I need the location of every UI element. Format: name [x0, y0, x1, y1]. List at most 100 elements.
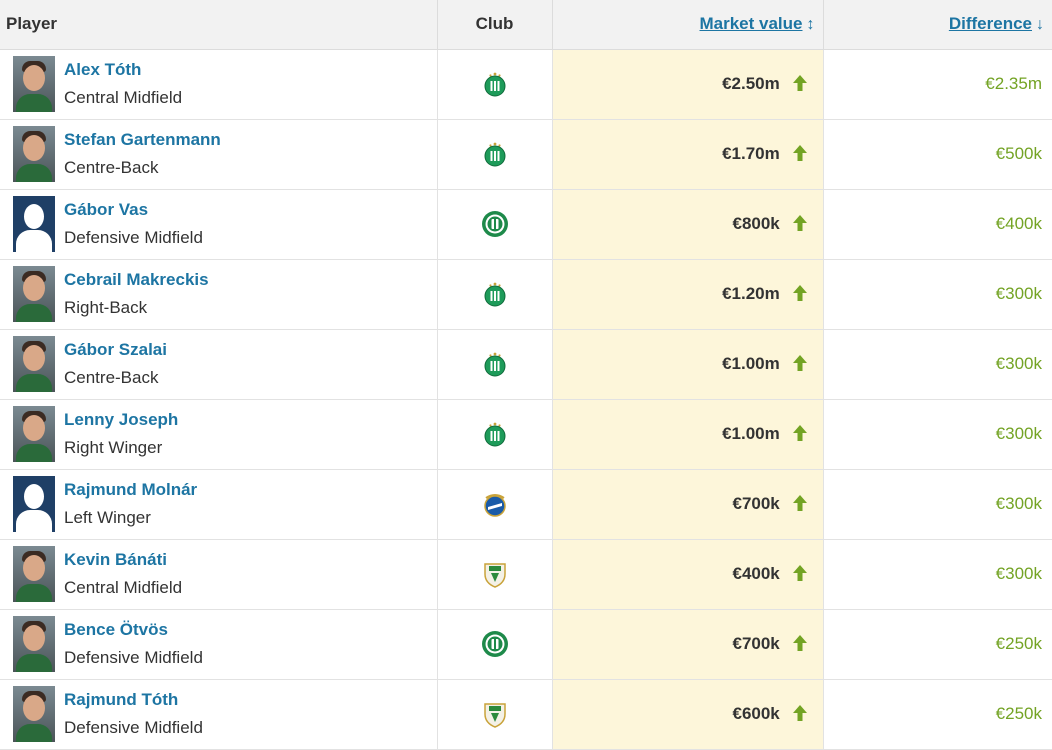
- market-value-cell: €2.50m: [552, 49, 824, 120]
- market-value-cell: €1.00m: [552, 329, 824, 400]
- market-value: €700k: [732, 634, 780, 653]
- market-value-cell: €400k: [552, 539, 824, 610]
- difference-cell: €250k: [823, 679, 1052, 750]
- ferencvaros-crest-icon[interactable]: [481, 280, 509, 308]
- difference-value: €2.35m: [985, 74, 1042, 93]
- difference-cell: €400k: [823, 189, 1052, 260]
- market-value-cell: €600k: [552, 679, 824, 750]
- player-name-link[interactable]: Gábor Vas: [64, 200, 149, 219]
- market-value-cell: €800k: [552, 189, 824, 260]
- club-cell: [437, 539, 553, 610]
- round-green-crest-icon[interactable]: [481, 630, 509, 658]
- difference-cell: €500k: [823, 119, 1052, 190]
- player-name-link[interactable]: Bence Ötvös: [64, 620, 168, 639]
- player-cell: Kevin Bánáti Central Midfield: [0, 539, 438, 610]
- player-position: Left Winger: [64, 508, 151, 527]
- player-cell: Lenny Joseph Right Winger: [0, 399, 438, 470]
- table-row: Bence Ötvös Defensive Midfield €700k €25…: [0, 609, 1052, 680]
- table-row: Stefan Gartenmann Centre-Back €1.70m €50…: [0, 119, 1052, 190]
- difference-cell: €300k: [823, 259, 1052, 330]
- club-cell: [437, 119, 553, 190]
- market-value: €1.70m: [722, 144, 780, 163]
- sort-difference-link[interactable]: Difference: [948, 14, 1032, 34]
- market-value-cell: €1.00m: [552, 399, 824, 470]
- arrow-up-icon: [792, 145, 807, 161]
- round-green-crest-icon[interactable]: [481, 210, 509, 238]
- player-name-link[interactable]: Cebrail Makreckis: [64, 270, 209, 289]
- paks-crest-icon[interactable]: [481, 700, 509, 728]
- player-position: Defensive Midfield: [64, 648, 203, 667]
- player-photo[interactable]: [13, 56, 55, 112]
- club-cell: [437, 259, 553, 330]
- arrow-up-icon: [792, 565, 807, 581]
- player-photo[interactable]: [13, 546, 55, 602]
- sort-down-icon[interactable]: ↓: [1036, 16, 1044, 34]
- table-row: Rajmund Molnár Left Winger €700k €300k: [0, 469, 1052, 540]
- difference-value: €500k: [995, 144, 1042, 163]
- table-row: Kevin Bánáti Central Midfield €400k €300…: [0, 539, 1052, 610]
- player-name-link[interactable]: Alex Tóth: [64, 60, 142, 79]
- ferencvaros-crest-icon[interactable]: [481, 70, 509, 98]
- mtk-crest-icon[interactable]: [481, 490, 509, 518]
- difference-cell: €300k: [823, 399, 1052, 470]
- difference-cell: €300k: [823, 329, 1052, 400]
- market-value: €1.00m: [722, 424, 780, 443]
- difference-value: €300k: [995, 494, 1042, 513]
- ferencvaros-crest-icon[interactable]: [481, 420, 509, 448]
- column-header-club: Club: [437, 0, 553, 50]
- player-position: Defensive Midfield: [64, 228, 203, 247]
- player-name-link[interactable]: Kevin Bánáti: [64, 550, 167, 569]
- market-value: €1.00m: [722, 354, 780, 373]
- player-name-link[interactable]: Rajmund Molnár: [64, 480, 198, 499]
- arrow-up-icon: [792, 635, 807, 651]
- ferencvaros-crest-icon[interactable]: [481, 140, 509, 168]
- player-name-link[interactable]: Lenny Joseph: [64, 410, 179, 429]
- arrow-up-icon: [792, 705, 807, 721]
- table-row: Gábor Szalai Centre-Back €1.00m €300k: [0, 329, 1052, 400]
- player-photo[interactable]: [13, 476, 55, 532]
- player-position: Centre-Back: [64, 368, 159, 387]
- difference-value: €400k: [995, 214, 1042, 233]
- player-photo[interactable]: [13, 336, 55, 392]
- club-cell: [437, 609, 553, 680]
- difference-cell: €300k: [823, 539, 1052, 610]
- player-photo[interactable]: [13, 406, 55, 462]
- player-photo[interactable]: [13, 126, 55, 182]
- market-value-cell: €700k: [552, 609, 824, 680]
- arrow-up-icon: [792, 215, 807, 231]
- difference-value: €300k: [995, 284, 1042, 303]
- player-photo[interactable]: [13, 266, 55, 322]
- arrow-up-icon: [792, 425, 807, 441]
- paks-crest-icon[interactable]: [481, 560, 509, 588]
- club-cell: [437, 679, 553, 750]
- player-position: Right-Back: [64, 298, 148, 317]
- player-position: Right Winger: [64, 438, 163, 457]
- column-header-difference[interactable]: Difference ↓: [823, 0, 1052, 50]
- table-row: Cebrail Makreckis Right-Back €1.20m €300…: [0, 259, 1052, 330]
- player-cell: Stefan Gartenmann Centre-Back: [0, 119, 438, 190]
- player-cell: Gábor Vas Defensive Midfield: [0, 189, 438, 260]
- player-photo[interactable]: [13, 196, 55, 252]
- player-photo[interactable]: [13, 616, 55, 672]
- club-cell: [437, 469, 553, 540]
- market-value: €700k: [732, 494, 780, 513]
- club-cell: [437, 399, 553, 470]
- sort-market-value-link[interactable]: Market value: [699, 14, 803, 34]
- market-value: €400k: [732, 564, 780, 583]
- player-cell: Gábor Szalai Centre-Back: [0, 329, 438, 400]
- player-name-link[interactable]: Gábor Szalai: [64, 340, 167, 359]
- ferencvaros-crest-icon[interactable]: [481, 350, 509, 378]
- player-cell: Alex Tóth Central Midfield: [0, 49, 438, 120]
- player-name-link[interactable]: Rajmund Tóth: [64, 690, 179, 709]
- player-cell: Rajmund Molnár Left Winger: [0, 469, 438, 540]
- player-position: Central Midfield: [64, 578, 183, 597]
- sort-both-icon[interactable]: ↕: [806, 16, 815, 34]
- market-value: €600k: [732, 704, 780, 723]
- difference-cell: €300k: [823, 469, 1052, 540]
- player-photo[interactable]: [13, 686, 55, 742]
- column-header-market-value[interactable]: Market value ↕: [552, 0, 824, 50]
- market-value-cell: €700k: [552, 469, 824, 540]
- player-name-link[interactable]: Stefan Gartenmann: [64, 130, 221, 149]
- arrow-up-icon: [792, 75, 807, 91]
